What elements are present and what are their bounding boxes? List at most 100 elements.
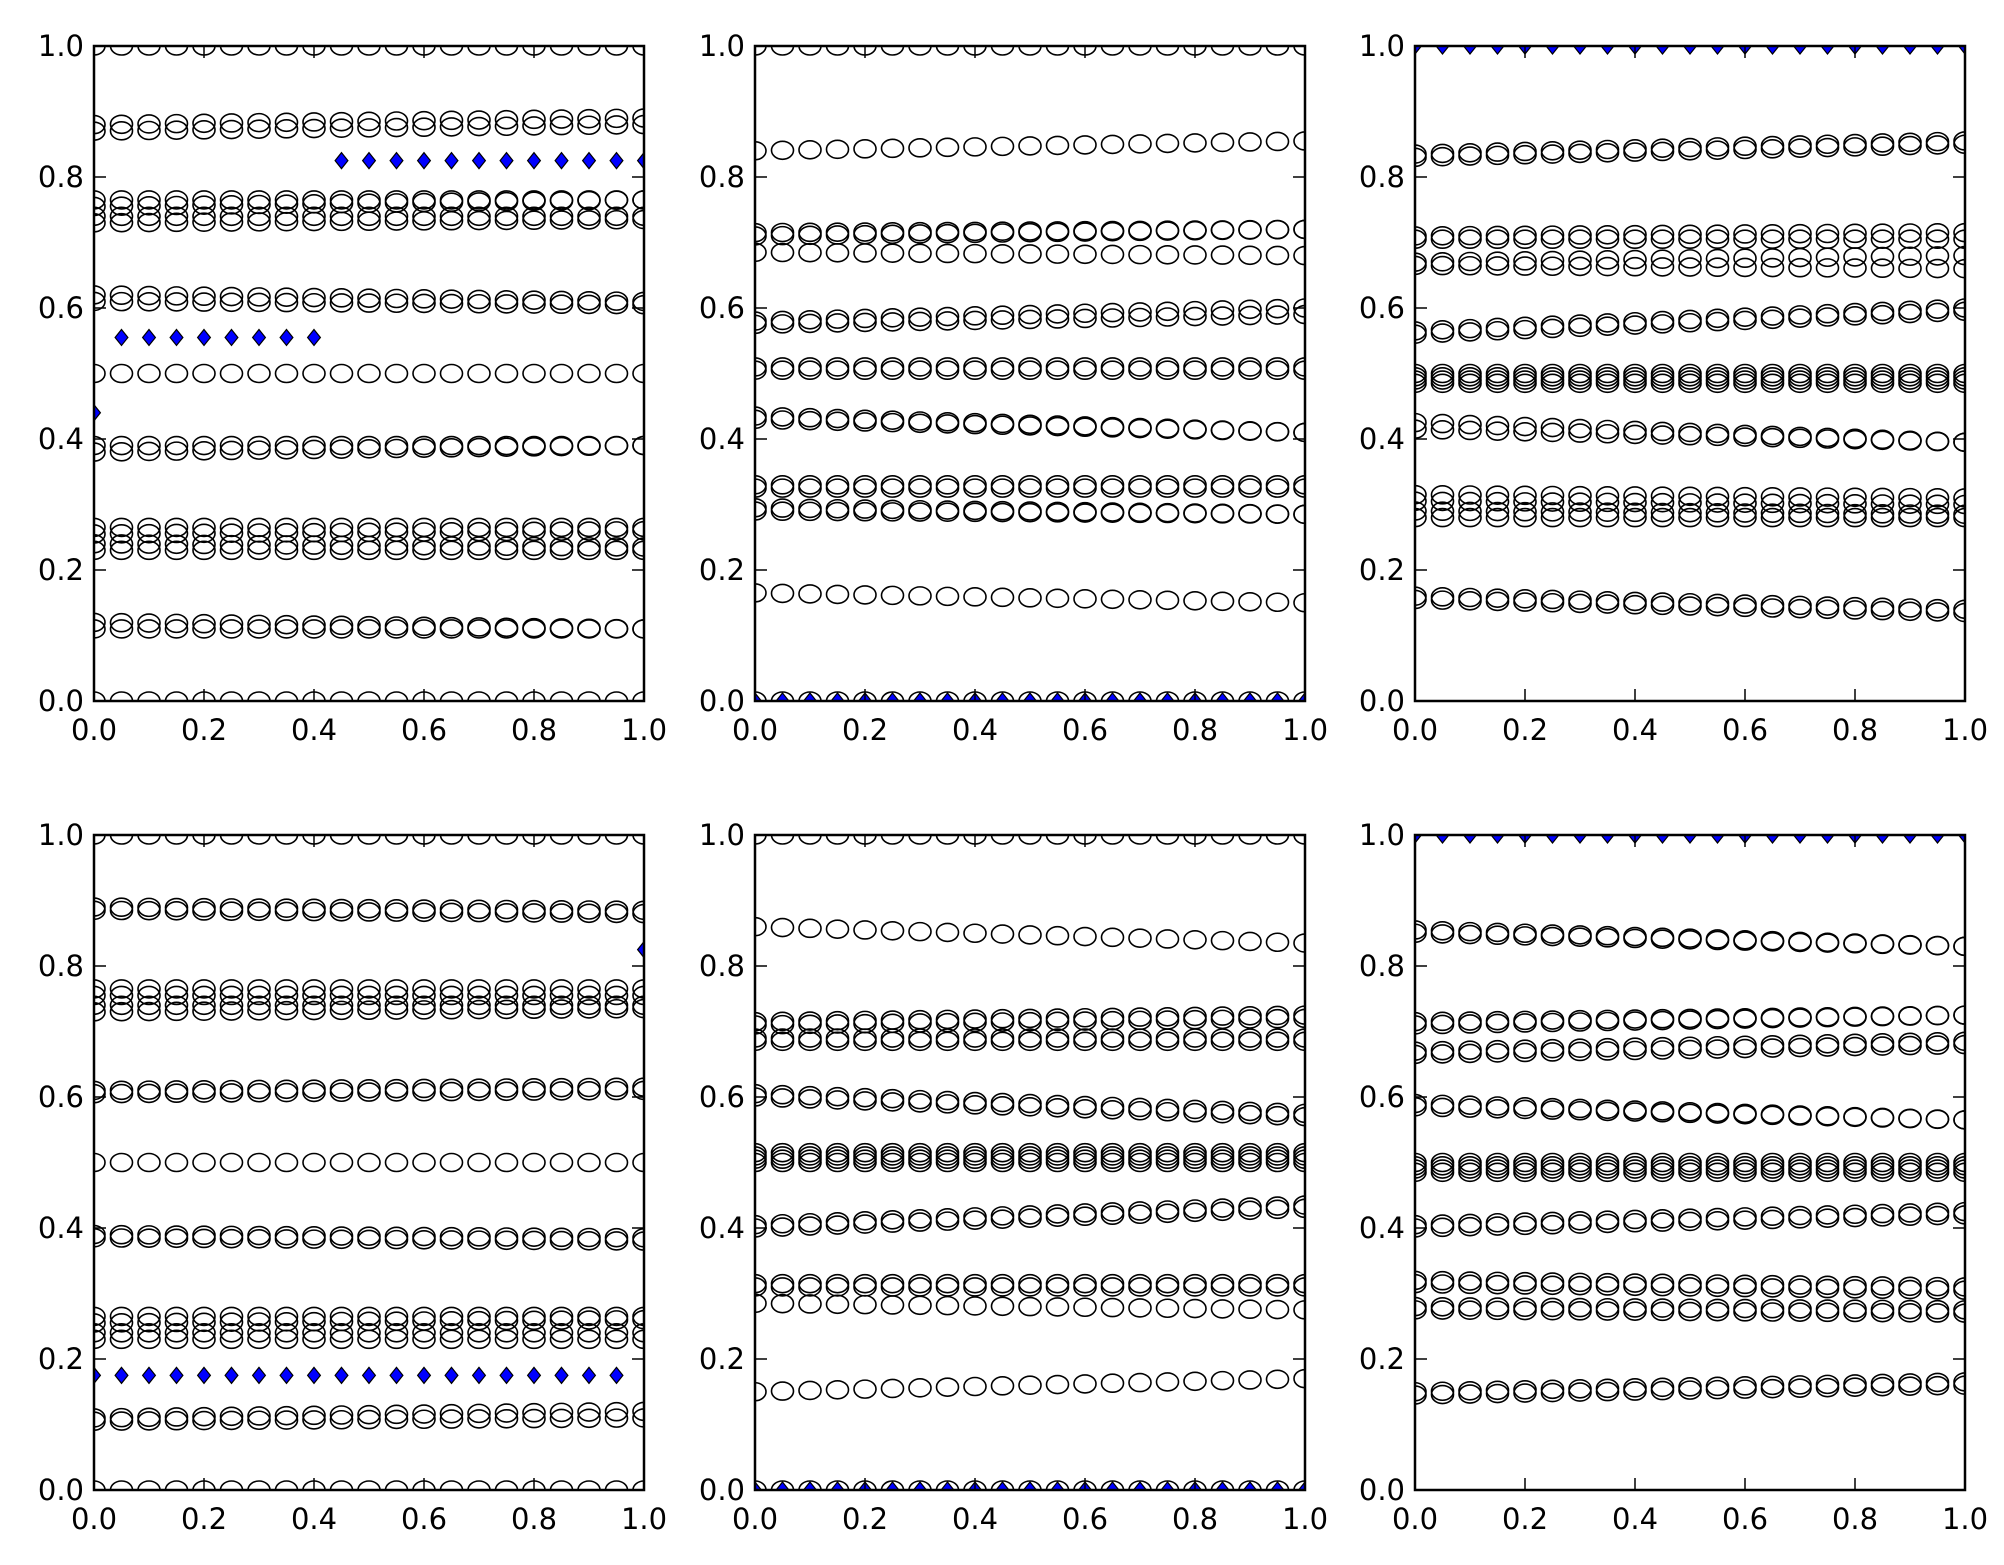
circle-point (1705, 929, 1730, 949)
circle-point (935, 586, 960, 607)
circle-point (1018, 1277, 1042, 1297)
y-tick-label: 1.0 (699, 29, 745, 63)
circle-point (384, 517, 409, 538)
circle-point (1760, 1209, 1785, 1230)
x-tick-label: 0.4 (952, 713, 998, 747)
circle-point (1238, 1152, 1262, 1173)
circle-point (1815, 1278, 1840, 1299)
circle-point (494, 363, 519, 384)
circle-point (192, 435, 216, 456)
circle-point (1155, 244, 1180, 265)
circle-point (1018, 588, 1042, 608)
circle-point (412, 535, 436, 556)
circle-point (164, 613, 189, 634)
y-tick-label: 1.0 (1359, 818, 1405, 852)
diamond-point (581, 1366, 597, 1385)
circle-point (1513, 251, 1537, 271)
circle-point (880, 920, 905, 941)
circle-point (1650, 1301, 1675, 1322)
x-tick-label: 1.0 (621, 1502, 667, 1536)
circle-point (1430, 229, 1455, 250)
circle-point (1018, 925, 1042, 945)
circle-point (908, 413, 932, 434)
circle-point (1760, 493, 1785, 514)
circle-point (1540, 225, 1565, 245)
circle-point (1815, 247, 1840, 268)
circle-point (137, 995, 161, 1016)
circle-point (439, 1329, 464, 1350)
axes-frame (753, 44, 1307, 703)
circle-point (219, 985, 244, 1006)
circle-point (357, 118, 381, 138)
circle-point (467, 902, 491, 923)
axes-frame (1413, 833, 1967, 1492)
circle-point (1540, 1100, 1565, 1120)
circle-point (137, 1083, 161, 1104)
circle-point (963, 414, 987, 435)
circle-point (908, 1378, 932, 1398)
circle-point (219, 534, 244, 555)
circle-point (1898, 1006, 1922, 1026)
circle-point (1183, 306, 1207, 327)
circle-point (549, 1402, 574, 1423)
circle-point (412, 517, 436, 538)
x-tick-label: 0.4 (1612, 713, 1658, 747)
circle-point (219, 540, 244, 561)
circle-point (1623, 928, 1647, 949)
circle-point (384, 995, 409, 1016)
circle-point (439, 110, 464, 131)
circle-point (1788, 1209, 1812, 1229)
circle-point (770, 242, 795, 263)
circle-point (1540, 926, 1565, 947)
circle-point (1073, 308, 1097, 329)
circle-point (1898, 935, 1922, 955)
circle-point (1430, 413, 1455, 434)
diamond-point (279, 328, 294, 347)
circle-point (770, 360, 795, 381)
circle-point (1265, 592, 1290, 613)
circle-point (302, 1152, 326, 1173)
circle-point (219, 517, 244, 538)
circle-point (1733, 1162, 1757, 1183)
circle-point (1045, 1031, 1070, 1052)
circle-point (1540, 507, 1565, 528)
circle-point (109, 612, 134, 633)
y-tick-label: 0.0 (699, 1473, 745, 1507)
circle-point (908, 307, 932, 327)
circle-point (1733, 224, 1757, 244)
circle-point (302, 1329, 326, 1350)
circle-point (1568, 256, 1592, 277)
circle-point (219, 614, 244, 634)
circle-point (1045, 588, 1070, 609)
circle-point (192, 1406, 216, 1427)
circle-point (1100, 1152, 1125, 1173)
diamond-point (169, 328, 184, 347)
y-tick-label: 1.0 (38, 29, 84, 63)
circle-point (880, 138, 905, 159)
diamond-point (224, 1366, 239, 1385)
circle-point (1650, 927, 1675, 948)
circle-point (467, 517, 491, 538)
circle-point (1540, 144, 1565, 164)
circle-point (1128, 478, 1152, 498)
x-tick-label: 0.4 (952, 1502, 998, 1536)
circle-point (1925, 1162, 1950, 1183)
circle-point (908, 360, 932, 381)
scatter-panel-4: 0.0 0.2 0.4 0.6 0.8 1.0 0.0 0.2 0.4 0.6 0.8 1.0 (38, 818, 667, 1536)
circle-point (329, 1409, 354, 1430)
circle-point (908, 1212, 932, 1232)
circle-point (1788, 1278, 1812, 1299)
circle-point (1650, 1008, 1675, 1029)
circle-point (412, 110, 436, 131)
circle-point (1678, 486, 1702, 507)
circle-point (1458, 229, 1482, 250)
circle-point (853, 243, 877, 263)
x-tick-label: 0.0 (71, 1502, 117, 1536)
circle-point (522, 1230, 546, 1251)
x-tick-label: 0.8 (511, 713, 557, 747)
circle-point (1540, 1275, 1565, 1296)
circle-point (1513, 592, 1537, 612)
circle-point (1128, 244, 1152, 265)
circle-point (164, 441, 189, 461)
circle-point (109, 540, 134, 561)
